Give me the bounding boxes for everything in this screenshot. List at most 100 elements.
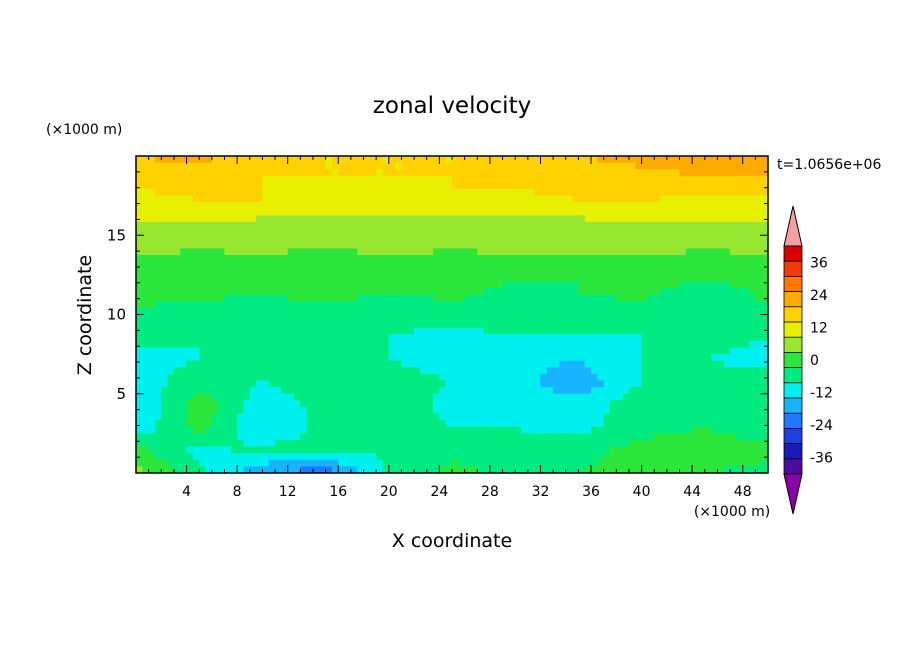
field-cell — [761, 446, 768, 454]
field-cell — [654, 354, 662, 362]
field-cell — [527, 373, 535, 382]
field-cell — [692, 307, 700, 316]
field-cell — [565, 340, 573, 349]
field-cell — [294, 261, 301, 269]
field-cell — [262, 393, 270, 401]
field-cell — [692, 406, 700, 415]
field-cell — [268, 202, 276, 210]
field-cell — [660, 288, 668, 296]
field-cell — [306, 189, 314, 197]
field-cell — [382, 400, 390, 408]
field-cell — [717, 274, 725, 283]
field-cell — [704, 208, 712, 217]
field-cell — [275, 182, 282, 190]
field-cell — [591, 222, 598, 230]
field-cell — [711, 314, 719, 322]
field-cell — [635, 182, 643, 190]
field-cell — [237, 281, 245, 289]
field-cell — [578, 228, 586, 236]
field-cell — [388, 387, 396, 395]
field-cell — [508, 307, 516, 316]
field-cell — [224, 175, 232, 184]
field-cell — [711, 261, 719, 269]
field-cell — [496, 413, 504, 421]
field-cell — [458, 301, 466, 309]
field-cell — [142, 248, 150, 256]
field-cell — [483, 433, 491, 441]
field-cell — [711, 281, 719, 289]
field-cell — [711, 453, 719, 461]
field-cell — [154, 406, 162, 415]
field-cell — [647, 347, 655, 355]
field-cell — [749, 169, 756, 177]
field-cell — [755, 156, 763, 164]
field-cell — [167, 459, 175, 467]
field-cell — [249, 301, 257, 309]
field-cell — [344, 347, 352, 355]
field-cell — [679, 413, 687, 421]
field-cell — [761, 235, 768, 243]
field-cell — [565, 459, 573, 467]
field-cell — [338, 202, 346, 210]
field-cell — [565, 446, 573, 454]
field-cell — [287, 307, 295, 316]
field-cell — [433, 294, 440, 302]
field-cell — [268, 406, 276, 415]
field-cell — [483, 367, 491, 375]
field-cell — [338, 268, 346, 276]
field-cell — [363, 426, 371, 434]
field-cell — [704, 195, 712, 203]
field-cell — [647, 294, 655, 302]
field-cell — [483, 248, 491, 256]
field-cell — [294, 439, 301, 448]
field-cell — [148, 321, 156, 329]
field-cell — [508, 301, 516, 309]
field-cell — [344, 360, 352, 368]
field-cell — [331, 380, 339, 388]
field-cell — [205, 189, 213, 197]
field-cell — [723, 400, 731, 408]
field-cell — [426, 162, 434, 170]
field-cell — [300, 241, 308, 250]
field-cell — [350, 222, 358, 230]
field-cell — [660, 380, 668, 388]
field-cell — [237, 248, 245, 256]
field-cell — [218, 367, 226, 375]
field-cell — [388, 433, 396, 441]
field-cell — [635, 406, 643, 415]
field-cell — [306, 459, 314, 467]
field-cell — [572, 314, 579, 322]
field-cell — [161, 241, 169, 250]
field-cell — [433, 189, 440, 197]
field-cell — [610, 314, 617, 322]
field-cell — [218, 373, 226, 382]
field-cell — [470, 255, 478, 263]
field-cell — [262, 420, 270, 428]
field-cell — [426, 334, 434, 342]
field-cell — [350, 156, 358, 164]
field-cell — [723, 340, 731, 349]
field-cell — [445, 420, 453, 428]
field-cell — [622, 175, 630, 184]
field-cell — [287, 380, 295, 388]
field-cell — [622, 453, 630, 461]
field-cell — [173, 340, 181, 349]
field-cell — [761, 413, 768, 421]
field-cell — [294, 268, 301, 276]
field-cell — [167, 156, 175, 164]
field-cell — [262, 274, 270, 283]
field-cell — [173, 235, 181, 243]
field-cell — [597, 400, 605, 408]
field-cell — [496, 367, 504, 375]
field-cell — [698, 446, 706, 454]
field-cell — [654, 466, 662, 473]
field-cell — [635, 156, 643, 164]
field-cell — [502, 367, 510, 375]
field-cell — [331, 208, 339, 217]
field-cell — [597, 228, 605, 236]
field-cell — [502, 175, 510, 184]
field-cell — [294, 182, 301, 190]
field-cell — [306, 156, 314, 164]
field-cell — [540, 433, 548, 441]
field-cell — [717, 241, 725, 250]
